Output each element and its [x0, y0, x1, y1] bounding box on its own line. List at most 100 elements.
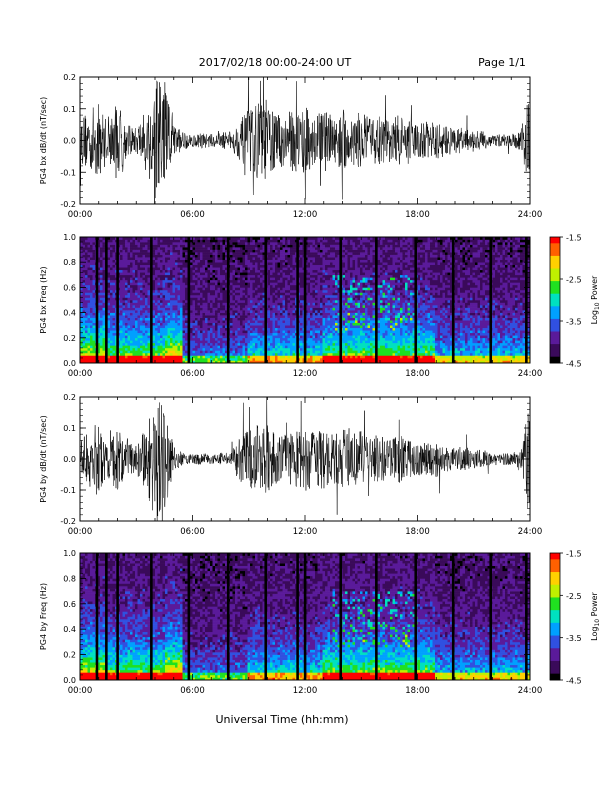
- spectrogram-cell: [107, 322, 111, 326]
- spectrogram-cell: [292, 320, 296, 323]
- spectrogram-cell: [145, 259, 148, 263]
- spectrogram-cell: [195, 287, 198, 291]
- spectrogram-cell: [310, 342, 313, 346]
- spectrogram-cell: [185, 262, 188, 266]
- spectrogram-cell: [290, 305, 293, 308]
- spectrogram-cell: [180, 350, 183, 354]
- spectrogram-cell: [222, 307, 226, 311]
- spectrogram-cell: [142, 342, 146, 346]
- spectrogram-cell: [310, 244, 313, 248]
- spectrogram-cell: [267, 327, 271, 331]
- spectrogram-cell: [185, 310, 188, 313]
- spectrogram-cell: [312, 312, 316, 316]
- spectrogram-cell: [97, 312, 101, 316]
- spectrogram-cell: [237, 357, 241, 361]
- spectrogram-cell: [222, 342, 226, 346]
- spectrogram-cell: [232, 337, 236, 341]
- spectrogram-cell: [215, 347, 218, 351]
- spectrogram-cell: [272, 272, 276, 276]
- spectrogram-cell: [300, 335, 303, 339]
- spectrogram-cell: [312, 294, 316, 298]
- spectrogram-cell: [245, 269, 248, 273]
- spectrogram-cell: [102, 352, 106, 356]
- spectrogram-cell: [260, 345, 263, 349]
- spectrogram-cell: [170, 282, 173, 286]
- spectrogram-cell: [97, 274, 101, 278]
- spectrogram-cell: [127, 269, 131, 273]
- spectrogram-cell: [90, 320, 93, 323]
- spectrogram-cell: [132, 342, 136, 346]
- spectrogram-cell: [147, 279, 151, 283]
- spectrogram-cell: [267, 350, 271, 354]
- spectrogram-cell: [247, 284, 251, 288]
- spectrogram-cell: [287, 345, 291, 349]
- spectrogram-cell: [127, 307, 131, 311]
- spectrogram-cell: [292, 237, 296, 240]
- spectrogram-cell: [270, 272, 273, 276]
- spectrogram-cell: [217, 352, 221, 356]
- spectrogram-cell: [125, 307, 128, 311]
- spectrogram-cell: [262, 342, 266, 346]
- spectrogram-cell: [182, 360, 186, 364]
- spectrogram-cell: [165, 312, 168, 316]
- spectrogram-cell: [190, 272, 193, 276]
- spectrogram-cell: [195, 305, 198, 308]
- spectrogram-cell: [310, 322, 313, 326]
- spectrogram-cell: [167, 237, 171, 240]
- spectrogram-cell: [240, 242, 243, 245]
- spectrogram-cell: [182, 340, 186, 344]
- spectrogram-cell: [272, 259, 276, 263]
- spectrogram-cell: [255, 242, 258, 245]
- spectrogram-cell: [225, 257, 228, 260]
- spectrogram-cell: [122, 254, 126, 258]
- spectrogram-cell: [250, 294, 253, 298]
- spectrogram-cell: [290, 244, 293, 248]
- spectrogram-cell: [247, 289, 251, 293]
- spectrogram-cell: [130, 357, 133, 361]
- spectrogram-cell: [97, 307, 101, 311]
- spectrogram-cell: [205, 269, 208, 273]
- spectrogram-cell: [85, 305, 88, 308]
- spectrogram-cell: [170, 335, 173, 339]
- spectrogram-cell: [232, 259, 236, 263]
- spectrogram-cell: [267, 340, 271, 344]
- spectrogram-cell: [135, 335, 138, 339]
- spectrogram-cell: [170, 357, 173, 361]
- spectrogram-cell: [292, 269, 296, 273]
- spectrogram-cell: [317, 305, 321, 308]
- spectrogram-cell: [232, 310, 236, 313]
- spectrogram-cell: [242, 237, 246, 240]
- spectrogram-cell: [157, 272, 161, 276]
- spectrogram-cell: [177, 259, 181, 263]
- spectrogram-cell: [85, 262, 88, 266]
- spectrogram-cell: [147, 330, 151, 334]
- spectrogram-cell: [127, 239, 131, 243]
- spectrogram-cell: [270, 287, 273, 291]
- spectrogram-cell: [90, 357, 93, 361]
- spectrogram-cell: [220, 264, 223, 268]
- spectrogram-cell: [107, 252, 111, 255]
- spectrogram-cell: [122, 247, 126, 250]
- spectrogram-cell: [192, 257, 196, 260]
- spectrogram-cell: [232, 325, 236, 329]
- spectrogram-cell: [102, 345, 106, 349]
- spectrogram-cell: [102, 300, 106, 303]
- spectrogram-cell: [215, 292, 218, 296]
- spectrogram-cell: [220, 330, 223, 334]
- spectrogram-cell: [172, 325, 176, 329]
- spectrogram-cell: [172, 330, 176, 334]
- spectrogram-cell: [240, 355, 243, 359]
- spectrogram-cell: [320, 279, 323, 283]
- spectrogram-cell: [165, 292, 168, 296]
- spectrogram-cell: [202, 262, 206, 266]
- spectrogram-cell: [307, 237, 311, 240]
- spectrogram-cell: [162, 357, 166, 361]
- spectrogram-cell: [185, 264, 188, 268]
- spectrogram-cell: [215, 345, 218, 349]
- spectrogram-cell: [200, 340, 203, 344]
- spectrogram-cell: [167, 264, 171, 268]
- spectrogram-cell: [317, 312, 321, 316]
- spectrogram-cell: [245, 302, 248, 306]
- spectrogram-cell: [132, 289, 136, 293]
- spectrogram-cell: [110, 332, 113, 336]
